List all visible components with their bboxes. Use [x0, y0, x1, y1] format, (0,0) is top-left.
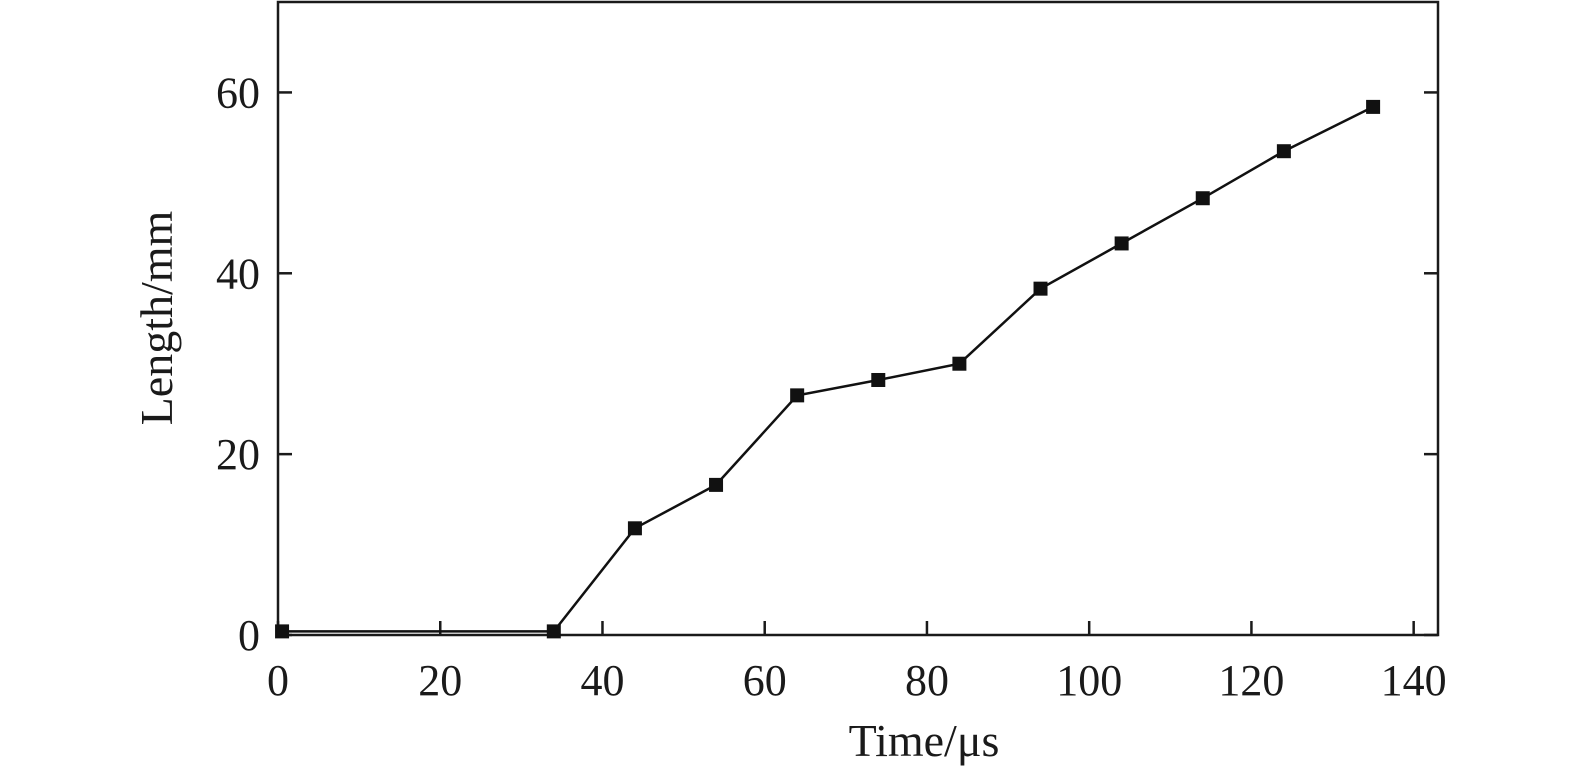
- x-tick-label: 120: [1218, 656, 1284, 705]
- data-point-marker: [1276, 144, 1291, 159]
- data-point-marker: [871, 372, 886, 387]
- y-axis-title: Length/mm: [131, 210, 182, 425]
- y-tick-label: 0: [238, 611, 260, 660]
- data-point-marker: [952, 356, 967, 371]
- x-tick-label: 40: [580, 656, 624, 705]
- data-point-marker: [1195, 191, 1210, 206]
- x-tick-label: 0: [267, 656, 289, 705]
- x-tick-label: 60: [743, 656, 787, 705]
- data-point-marker: [627, 521, 642, 536]
- data-point-marker: [1033, 281, 1048, 296]
- y-tick-label: 40: [216, 249, 260, 298]
- x-tick-label: 140: [1381, 656, 1447, 705]
- y-tick-label: 20: [216, 430, 260, 479]
- x-tick-label: 100: [1056, 656, 1122, 705]
- data-point-marker: [275, 624, 290, 639]
- x-tick-label: 80: [905, 656, 949, 705]
- data-point-marker: [790, 388, 805, 403]
- plot-frame: [276, 0, 1440, 637]
- data-point-marker: [1366, 99, 1381, 114]
- y-axis-ticks: 0 20 40 60: [216, 68, 1438, 660]
- series-line: [282, 105, 1374, 633]
- x-tick-label: 20: [418, 656, 462, 705]
- series-layer: [275, 99, 1381, 639]
- x-axis-title: Time/μs: [849, 715, 1000, 766]
- data-point-marker: [1114, 236, 1129, 251]
- x-axis-ticks: 0 20 40 60 80 100 120 140: [267, 621, 1447, 705]
- data-point-marker: [546, 624, 561, 639]
- data-point-marker: [709, 477, 724, 492]
- y-tick-label: 60: [216, 68, 260, 117]
